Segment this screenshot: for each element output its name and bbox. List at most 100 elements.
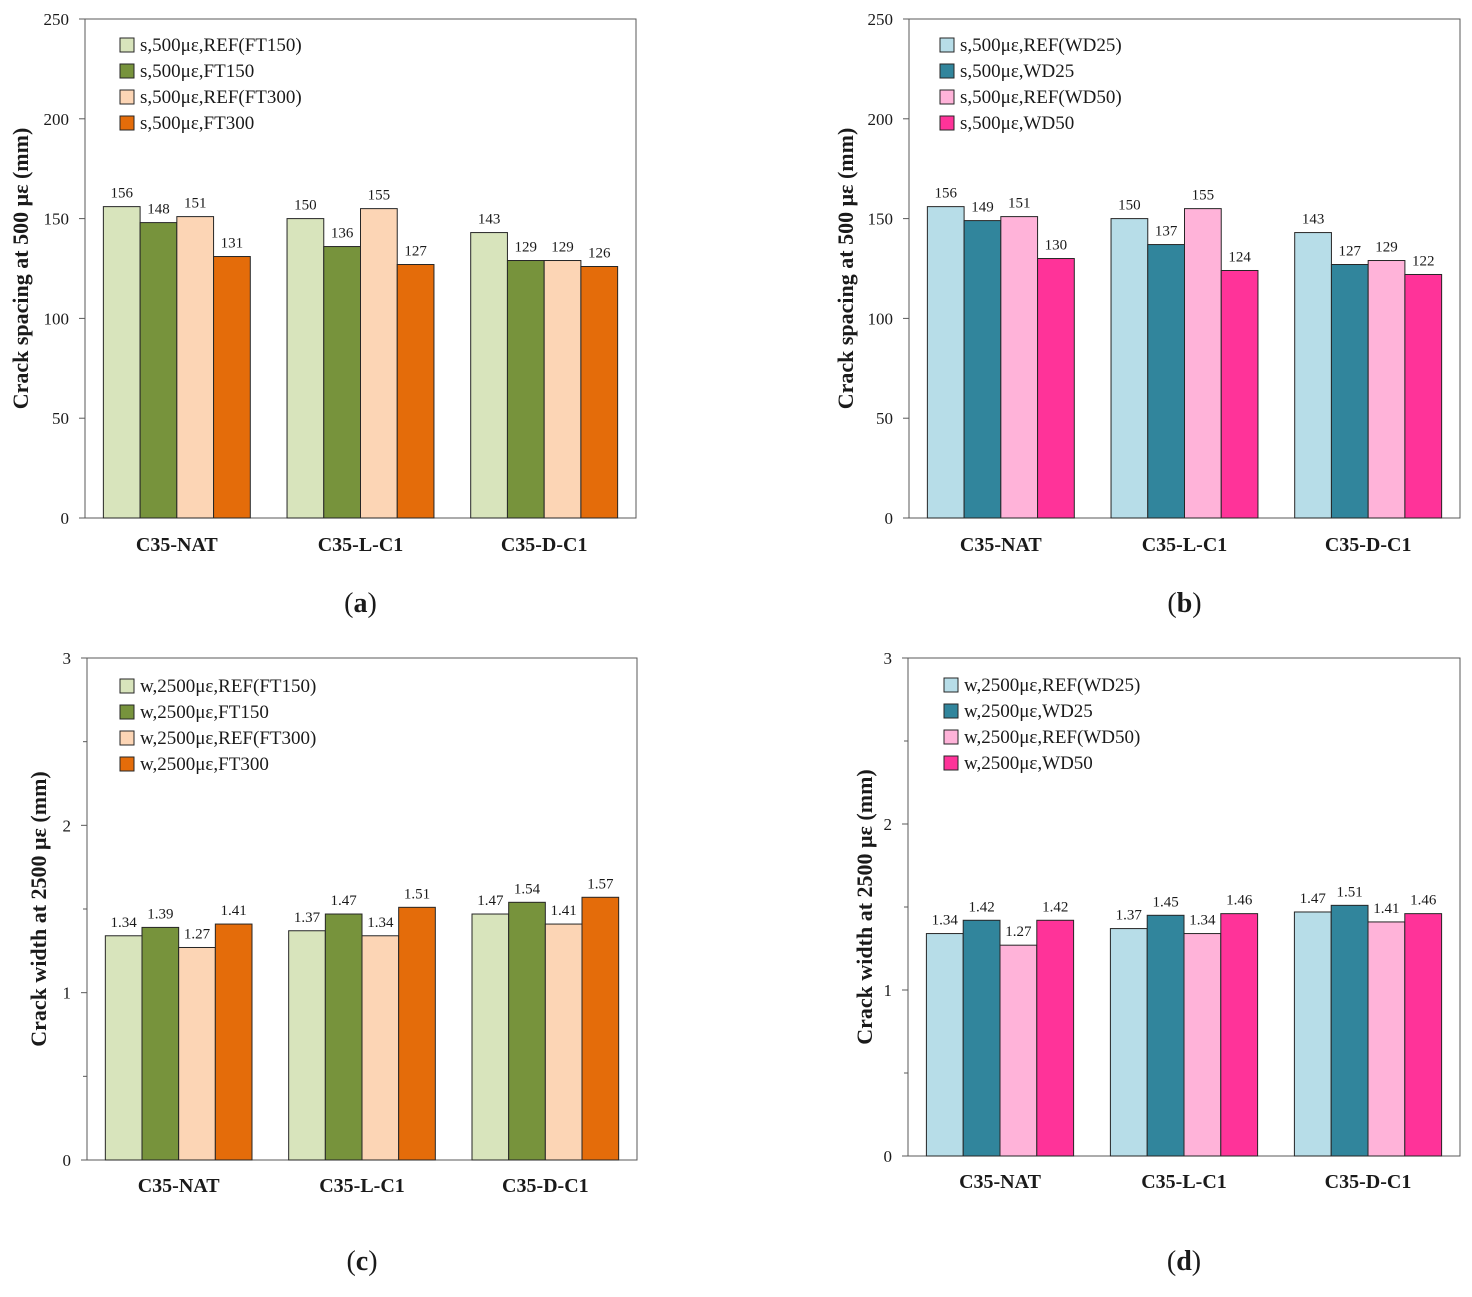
- data-label: 131: [221, 236, 244, 252]
- data-label: 136: [331, 226, 354, 242]
- data-label: 1.47: [1300, 891, 1327, 907]
- bar: [544, 923, 583, 1161]
- bar: [1036, 919, 1075, 1157]
- bar: [1294, 232, 1332, 519]
- bar: [1000, 216, 1039, 519]
- y-axis-label: Crack width at 2500 με (mm): [26, 771, 51, 1046]
- x-category-label: C35-L-C1: [319, 1175, 405, 1197]
- x-category-label: C35-NAT: [138, 1175, 221, 1197]
- bar: [214, 923, 253, 1161]
- y-tick-label: 0: [61, 509, 70, 528]
- data-label: 1.34: [1189, 913, 1216, 929]
- panel-caption: (c): [346, 1246, 377, 1277]
- bar: [323, 246, 361, 519]
- data-label: 148: [147, 202, 170, 218]
- bar: [1367, 260, 1406, 519]
- data-label: 124: [1228, 249, 1251, 265]
- bar: [1330, 904, 1369, 1157]
- legend-swatch: [119, 756, 135, 772]
- panel-caption: (d): [1167, 1246, 1201, 1277]
- bar: [1404, 913, 1443, 1157]
- data-label: 1.37: [1116, 908, 1143, 924]
- bar: [1037, 258, 1075, 519]
- data-label: 1.46: [1410, 893, 1437, 909]
- legend-entry-label: w,2500με,REF(WD25): [964, 675, 1140, 696]
- y-tick-label: 50: [876, 409, 893, 428]
- data-label: 129: [515, 240, 538, 256]
- y-tick-label: 0: [63, 1151, 72, 1170]
- data-label: 1.39: [147, 906, 173, 922]
- data-label: 129: [1375, 240, 1398, 256]
- data-label: 129: [551, 240, 574, 256]
- y-tick-label: 1: [884, 981, 893, 1000]
- bar: [1184, 208, 1222, 519]
- x-category-label: C35-L-C1: [318, 534, 404, 556]
- data-label: 150: [1118, 198, 1141, 214]
- bar: [1220, 913, 1259, 1157]
- legend-swatch: [119, 730, 135, 746]
- legend-entry-label: s,500με,REF(FT150): [140, 35, 302, 56]
- legend-swatch: [939, 115, 955, 131]
- bar: [178, 946, 216, 1161]
- legend-swatch: [943, 755, 959, 771]
- chart-panel-d: 0 1 2 3 Crack width at 2500 με (mm) 1.34 1.42 1…: [852, 649, 1461, 1277]
- legend-swatch: [943, 703, 959, 719]
- data-label: 1.54: [514, 881, 541, 897]
- data-label: 1.47: [477, 893, 504, 909]
- chart-panel-a: 0 50 100 150 200 250 Crack spacing at 500 με (…: [8, 10, 637, 619]
- data-label: 1.41: [551, 903, 577, 919]
- legend-entry-label: s,500με,WD25: [960, 61, 1074, 82]
- data-label: 1.51: [1336, 884, 1362, 900]
- data-label: 1.42: [968, 899, 994, 915]
- legend-entry-label: w,2500με,REF(FT150): [140, 676, 316, 697]
- data-label: 127: [404, 244, 427, 260]
- x-category-label: C35-D-C1: [501, 534, 588, 556]
- bar: [471, 913, 510, 1161]
- data-label: 150: [294, 198, 317, 214]
- data-label: 1.34: [111, 915, 138, 931]
- data-label: 143: [478, 212, 501, 228]
- bar: [361, 935, 400, 1161]
- legend-entry-label: s,500με,REF(WD25): [960, 35, 1122, 56]
- y-tick-label: 3: [884, 649, 893, 668]
- bar: [288, 930, 326, 1161]
- y-tick-label: 100: [868, 309, 894, 328]
- panel-caption: (a): [344, 588, 377, 619]
- legend-swatch: [119, 89, 135, 105]
- x-category-label: C35-L-C1: [1142, 534, 1228, 556]
- data-label: 1.46: [1226, 893, 1253, 909]
- legend-entry-label: w,2500με,WD50: [964, 753, 1093, 774]
- legend-entry-label: s,500με,FT150: [140, 61, 254, 82]
- data-label: 130: [1045, 238, 1068, 254]
- data-label: 151: [1008, 196, 1031, 212]
- data-label: 1.27: [1005, 924, 1032, 940]
- x-category-label: C35-NAT: [136, 534, 219, 556]
- bar: [1146, 914, 1185, 1157]
- data-label: 155: [368, 188, 391, 204]
- chart-panel-b: 0 50 100 150 200 250 Crack spacing at 500 με (…: [833, 10, 1461, 619]
- legend-entry-label: s,500με,FT300: [140, 113, 254, 134]
- panel-caption: (b): [1167, 588, 1201, 619]
- data-label: 1.41: [1373, 901, 1399, 917]
- x-category-label: C35-D-C1: [1325, 1171, 1412, 1193]
- legend-entry-label: w,2500με,FT300: [140, 754, 269, 775]
- bar: [1220, 269, 1259, 519]
- legend-entry-label: w,2500με,WD25: [964, 701, 1093, 722]
- bar: [141, 926, 180, 1161]
- bar: [102, 206, 141, 519]
- data-label: 127: [1339, 244, 1362, 260]
- bar: [139, 222, 178, 519]
- legend-entry-label: s,500με,REF(FT300): [140, 87, 302, 108]
- data-label: 143: [1302, 212, 1325, 228]
- legend-swatch: [943, 729, 959, 745]
- data-label: 1.57: [587, 876, 614, 892]
- legend-entry-label: w,2500με,REF(WD50): [964, 727, 1140, 748]
- data-label: 1.42: [1042, 899, 1068, 915]
- y-tick-label: 3: [63, 649, 72, 668]
- data-label: 1.51: [404, 886, 430, 902]
- data-label: 151: [184, 196, 207, 212]
- data-label: 1.27: [184, 926, 211, 942]
- data-label: 156: [110, 186, 133, 202]
